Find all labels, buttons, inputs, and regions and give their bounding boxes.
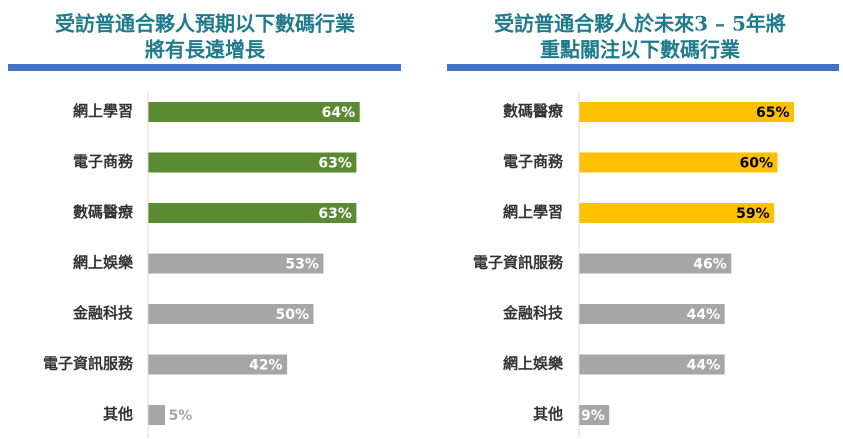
bar-value-label: 44%: [687, 307, 721, 323]
category-label: 電子商務: [503, 153, 564, 171]
bar: [579, 304, 725, 324]
category-label: 其他: [533, 405, 563, 423]
bar-value-label: 60%: [739, 156, 773, 172]
bar: [579, 203, 775, 223]
category-label: 其他: [103, 405, 133, 423]
bar-value-label: 63%: [318, 206, 352, 222]
bar: [579, 102, 794, 122]
bar-value-label: 65%: [756, 105, 790, 121]
chart-title-line-2: 重點關注以下數碼行業: [540, 38, 741, 62]
bar-value-label: 64%: [322, 105, 356, 121]
bar: [148, 304, 314, 324]
category-label: 金融科技: [502, 304, 564, 322]
bar: [148, 405, 165, 425]
bar-value-label: 9%: [581, 408, 605, 424]
category-label: 電子商務: [73, 153, 134, 171]
category-label: 數碼醫療: [73, 203, 134, 221]
bar-value-label: 42%: [249, 358, 283, 374]
category-label: 網上娛樂: [503, 355, 564, 373]
category-label: 網上學習: [503, 203, 563, 221]
bar: [148, 102, 360, 122]
bar-value-label: 50%: [275, 307, 309, 323]
bar-value-label: 59%: [736, 206, 770, 222]
bar-value-label: 46%: [693, 257, 727, 273]
bar-value-label: 44%: [687, 358, 721, 374]
bar: [579, 253, 732, 274]
bar: [148, 152, 357, 173]
bar-value-label: 53%: [285, 257, 319, 273]
bar: [579, 354, 725, 375]
bar: [148, 253, 324, 274]
bar: [579, 152, 778, 173]
category-label: 網上娛樂: [73, 254, 134, 272]
bar: [148, 354, 288, 375]
bar-value-label: 63%: [318, 156, 352, 172]
category-label: 金融科技: [72, 304, 134, 322]
category-label: 數碼醫療: [503, 102, 564, 120]
chart-title-line-1: 受訪普通合夥人於未來3 – 5年將: [494, 12, 786, 36]
category-label: 電子資訊服務: [43, 355, 134, 373]
title-underline: [8, 64, 401, 71]
category-label: 網上學習: [73, 102, 133, 120]
bar-value-label: 5%: [169, 408, 193, 424]
category-label: 電子資訊服務: [473, 254, 564, 272]
bar: [148, 203, 357, 223]
title-underline: [447, 64, 839, 71]
chart-title-line-2: 將有長遠增長: [145, 38, 266, 62]
bar: [579, 405, 610, 425]
chart-title-line-1: 受訪普通合夥人預期以下數碼行業: [55, 12, 356, 36]
